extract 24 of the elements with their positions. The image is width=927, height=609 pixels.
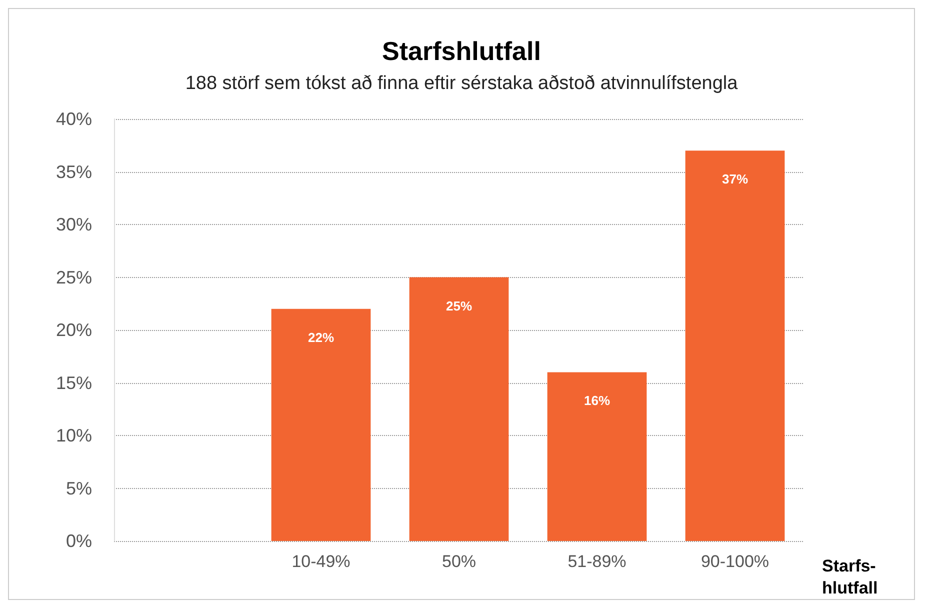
bar: [547, 372, 647, 541]
y-tick-label: 40%: [56, 109, 92, 129]
bar: [409, 277, 509, 541]
x-tick-label: 51-89%: [568, 552, 626, 571]
y-tick-label: 15%: [56, 372, 92, 393]
chart-title: Starfshlutfall: [382, 36, 541, 66]
y-tick-label: 25%: [56, 267, 92, 288]
y-tick-label: 10%: [56, 426, 92, 446]
bar: [271, 308, 371, 541]
data-label: 22%: [308, 330, 334, 345]
y-tick-label: 5%: [66, 478, 92, 498]
x-tick-label: 10-49%: [292, 552, 350, 571]
x-tick-label: 50%: [442, 552, 476, 571]
y-tick-label: 30%: [56, 214, 92, 234]
data-label: 25%: [446, 298, 472, 314]
y-tick-label: 20%: [56, 320, 92, 340]
x-axis-title: Starfs- hlutfall: [822, 556, 878, 598]
bar: [685, 150, 785, 541]
y-tick-label: 0%: [66, 531, 92, 551]
chart-subtitle: 188 störf sem tókst að finna eftir sérstaka aðstoð atvinnulífstengla: [185, 73, 738, 94]
y-tick-label: 35%: [56, 162, 92, 182]
data-label: 16%: [584, 393, 610, 408]
data-label: 37%: [722, 172, 748, 187]
x-tick-label: 90-100%: [700, 552, 770, 571]
